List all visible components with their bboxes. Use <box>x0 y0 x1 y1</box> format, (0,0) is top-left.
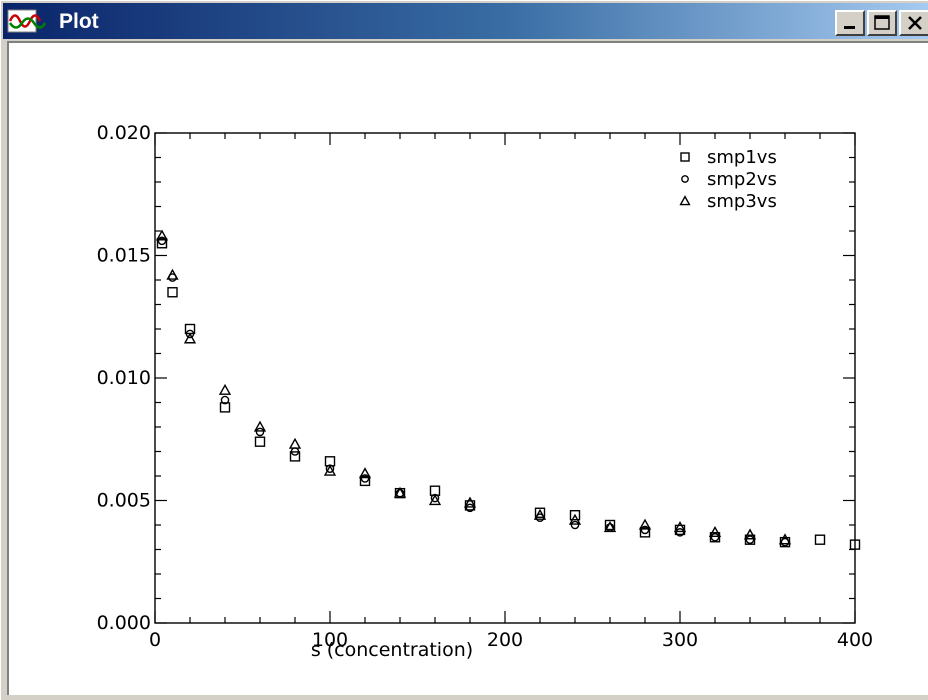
title-bar[interactable]: Plot <box>3 3 928 39</box>
y-tick-label: 0.005 <box>97 490 151 512</box>
smp3vs-point <box>463 496 477 508</box>
smp1vs-point <box>289 451 301 462</box>
scatter-plot: 0 100 200 300 400 0.000 0.005 0.010 0.015 0.020 s… <box>97 122 874 661</box>
smp2vs-point <box>570 520 580 530</box>
plot-app-icon <box>7 9 47 33</box>
maximize-icon <box>874 15 890 30</box>
series-smp3vs <box>155 229 792 545</box>
y-tick-label: 0.020 <box>97 122 151 144</box>
y-tick-label: 0.010 <box>97 367 151 389</box>
smp3vs-point <box>603 521 617 533</box>
series-smp1vs <box>156 238 861 550</box>
smp3vs-point <box>533 508 547 520</box>
tick-labels: 0 100 200 300 400 0.000 0.005 0.010 0.015 0.020 <box>97 122 874 651</box>
smp2vs-point <box>745 535 755 545</box>
close-button[interactable] <box>899 10 928 36</box>
legend-marker-smp2vs <box>681 175 689 183</box>
smp3vs-point <box>778 533 792 545</box>
x-tick-label: 200 <box>487 629 523 651</box>
smp1vs-point <box>709 532 721 543</box>
smp1vs-point <box>744 534 756 545</box>
x-tick-label: 400 <box>837 629 873 651</box>
smp3vs-point <box>183 332 197 344</box>
smp3vs-point <box>743 528 757 540</box>
smp3vs-point <box>218 383 232 395</box>
smp3vs-point <box>323 464 337 476</box>
smp1vs-point <box>359 475 371 487</box>
smp1vs-point <box>254 436 266 447</box>
smp2vs-point <box>255 427 265 437</box>
legend-marker-smp1vs <box>680 152 690 162</box>
maximize-button[interactable] <box>867 10 897 36</box>
smp3vs-point <box>638 518 652 530</box>
smp2vs-point <box>220 395 230 405</box>
legend-label-smp2vs: smp2vs <box>707 169 777 190</box>
smp3vs-point <box>288 437 302 449</box>
smp2vs-point <box>360 474 370 483</box>
smp3vs-point <box>708 525 722 538</box>
smp1vs-point <box>849 539 861 550</box>
smp1vs-point <box>167 287 178 298</box>
legend-marker-smp3vs <box>679 195 691 206</box>
smp3vs-point <box>253 420 267 432</box>
y-tick-label: 0.000 <box>97 612 151 634</box>
smp3vs-point <box>568 513 582 525</box>
smp3vs-point <box>166 268 179 280</box>
smp1vs-point <box>534 507 546 518</box>
minimize-icon <box>844 26 855 29</box>
smp3vs-point <box>673 521 687 533</box>
close-icon <box>908 16 922 30</box>
legend-label-smp1vs: smp1vs <box>707 147 777 168</box>
smp3vs-point <box>358 467 372 479</box>
series-smp2vs <box>157 236 790 547</box>
smp2vs-point <box>640 525 650 535</box>
smp3vs-point <box>428 494 442 506</box>
smp2vs-point <box>710 532 720 542</box>
smp3vs-point <box>155 229 169 241</box>
window-title: Plot <box>59 10 99 33</box>
smp1vs-point <box>604 519 616 531</box>
x-tick-label: 0 <box>149 629 161 651</box>
x-axis-label: s (concentration) <box>311 639 473 661</box>
smp1vs-point <box>219 402 231 413</box>
smp2vs-point <box>157 236 167 246</box>
smp2vs-point <box>465 503 475 513</box>
smp1vs-point <box>569 510 581 521</box>
smp2vs-point <box>675 528 685 537</box>
minimize-button[interactable] <box>835 10 865 36</box>
x-tick-label: 100 <box>312 629 348 651</box>
smp1vs-point <box>639 527 651 538</box>
y-tick-label: 0.015 <box>97 245 151 267</box>
legend-label-smp3vs: smp3vs <box>707 191 777 212</box>
smp1vs-point <box>156 238 168 249</box>
smp2vs-point <box>185 329 195 339</box>
plot-area: 0 100 200 300 400 0.000 0.005 0.010 0.015 0.020 s… <box>7 41 928 695</box>
smp3vs-point <box>393 486 407 498</box>
ticks <box>154 132 856 624</box>
smp1vs-point <box>814 534 826 545</box>
data-points <box>155 229 861 550</box>
x-tick-label: 300 <box>662 629 698 651</box>
